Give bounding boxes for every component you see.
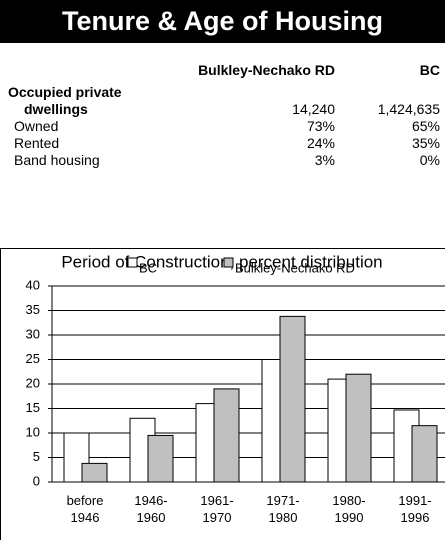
legend-swatch xyxy=(223,257,234,268)
y-tick-label: 15 xyxy=(26,400,40,415)
cell-value: 35% xyxy=(411,135,440,151)
row-label: Owned xyxy=(14,118,59,134)
bar xyxy=(147,434,174,483)
title-band: Tenure & Age of Housing xyxy=(0,0,445,43)
cell-value: 24% xyxy=(306,135,335,151)
row-label: Band housing xyxy=(14,152,100,168)
y-tick-label: 10 xyxy=(26,424,40,439)
cell-value: 65% xyxy=(411,118,440,134)
cell-value: 1,424,635 xyxy=(377,101,440,117)
cell-value: 73% xyxy=(306,118,335,134)
row-label: dwellings xyxy=(24,101,88,117)
bar xyxy=(279,315,306,483)
x-tick-label: 1961-1970 xyxy=(200,493,234,525)
legend-label: Bulkley-Nechako RD xyxy=(235,260,355,275)
x-tick-label: 1946-1960 xyxy=(134,493,168,525)
cell-value: 14,240 xyxy=(292,101,335,117)
x-tick-label: before 1946 xyxy=(66,493,104,525)
chart-title: Period of Construction, percent distribu… xyxy=(61,252,382,271)
title: Tenure & Age of Housing xyxy=(62,6,383,36)
bar xyxy=(81,462,108,483)
row-label: Rented xyxy=(14,135,60,151)
y-tick-label: 30 xyxy=(26,326,40,341)
bar xyxy=(411,425,438,483)
y-tick-label: 40 xyxy=(26,277,40,292)
cell-value: 3% xyxy=(314,152,335,168)
bar xyxy=(345,373,372,483)
legend-swatch xyxy=(127,257,138,268)
y-tick-label: 35 xyxy=(26,302,40,317)
cell-value: 0% xyxy=(419,152,440,168)
column-header: BC xyxy=(419,62,440,78)
legend-label: BC xyxy=(139,260,157,275)
column-header: Bulkley-Nechako RD xyxy=(198,62,335,78)
x-tick-label: 1980-1990 xyxy=(332,493,366,525)
y-tick-label: 20 xyxy=(26,375,40,390)
x-tick-label: 1971-1980 xyxy=(266,493,300,525)
row-label: Occupied private xyxy=(8,84,122,100)
y-tick-label: 5 xyxy=(33,449,40,464)
y-tick-label: 25 xyxy=(26,351,40,366)
x-tick-label: 1991-1996 xyxy=(398,493,432,525)
bar xyxy=(213,388,240,483)
chart: Period of Construction, percent distribu… xyxy=(0,248,445,540)
y-tick-label: 0 xyxy=(33,473,40,488)
